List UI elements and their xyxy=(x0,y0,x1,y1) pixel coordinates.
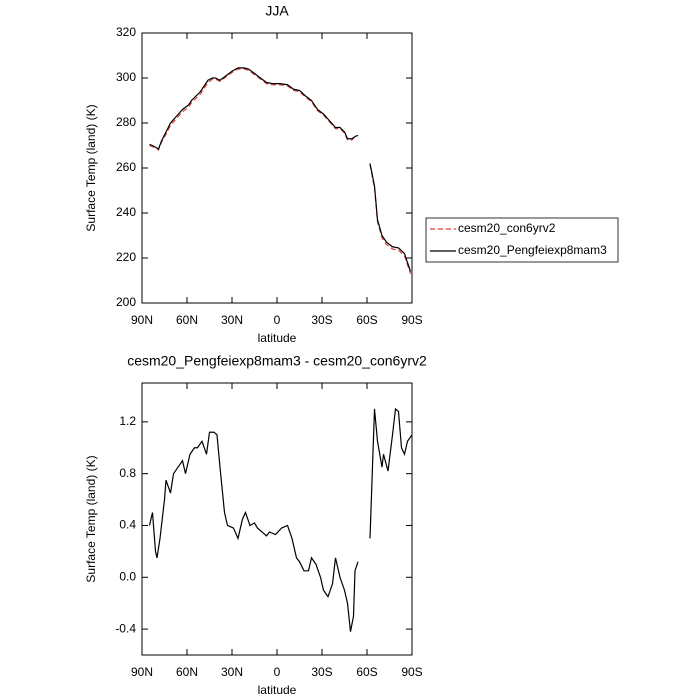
x-tick-label: 90S xyxy=(401,665,422,679)
x-tick-label: 30S xyxy=(311,313,332,327)
y-tick-label: 300 xyxy=(116,70,136,84)
chart-title: JJA xyxy=(265,3,289,19)
y-tick-label: 200 xyxy=(116,295,136,309)
x-tick-label: 30S xyxy=(311,665,332,679)
y-tick-label: -0.4 xyxy=(115,621,136,635)
y-tick-label: 320 xyxy=(116,25,136,39)
x-tick-label: 90N xyxy=(131,665,153,679)
y-tick-label: 1.2 xyxy=(119,414,136,428)
x-tick-label: 60N xyxy=(176,665,198,679)
x-tick-label: 30N xyxy=(221,313,243,327)
x-tick-label: 60N xyxy=(176,313,198,327)
x-tick-label: 0 xyxy=(274,665,281,679)
legend-label: cesm20_con6yrv2 xyxy=(458,221,556,235)
x-tick-label: 0 xyxy=(274,313,281,327)
legend-label: cesm20_Pengfeiexp8mam3 xyxy=(458,243,607,257)
x-tick-label: 60S xyxy=(356,313,377,327)
x-tick-label: 90N xyxy=(131,313,153,327)
plot-frame xyxy=(141,32,413,304)
y-tick-label: 0.8 xyxy=(119,466,136,480)
chart-title: cesm20_Pengfeiexp8mam3 - cesm20_con6yrv2 xyxy=(127,353,427,369)
y-tick-label: 0.0 xyxy=(119,569,136,583)
x-axis-label: latitude xyxy=(258,683,297,697)
x-axis-label: latitude xyxy=(258,331,297,345)
y-tick-label: 0.4 xyxy=(119,518,136,532)
y-tick-label: 280 xyxy=(116,115,136,129)
x-tick-label: 90S xyxy=(401,313,422,327)
data-line xyxy=(149,67,412,272)
x-tick-label: 60S xyxy=(356,665,377,679)
plot-frame xyxy=(141,382,413,656)
y-tick-label: 220 xyxy=(116,250,136,264)
legend-box xyxy=(425,217,619,263)
y-tick-label: 240 xyxy=(116,205,136,219)
data-line xyxy=(148,407,413,632)
x-tick-label: 30N xyxy=(221,665,243,679)
y-axis-label: Surface Temp (land) (K) xyxy=(84,104,98,231)
y-tick-label: 260 xyxy=(116,160,136,174)
y-axis-label: Surface Temp (land) (K) xyxy=(84,455,98,582)
